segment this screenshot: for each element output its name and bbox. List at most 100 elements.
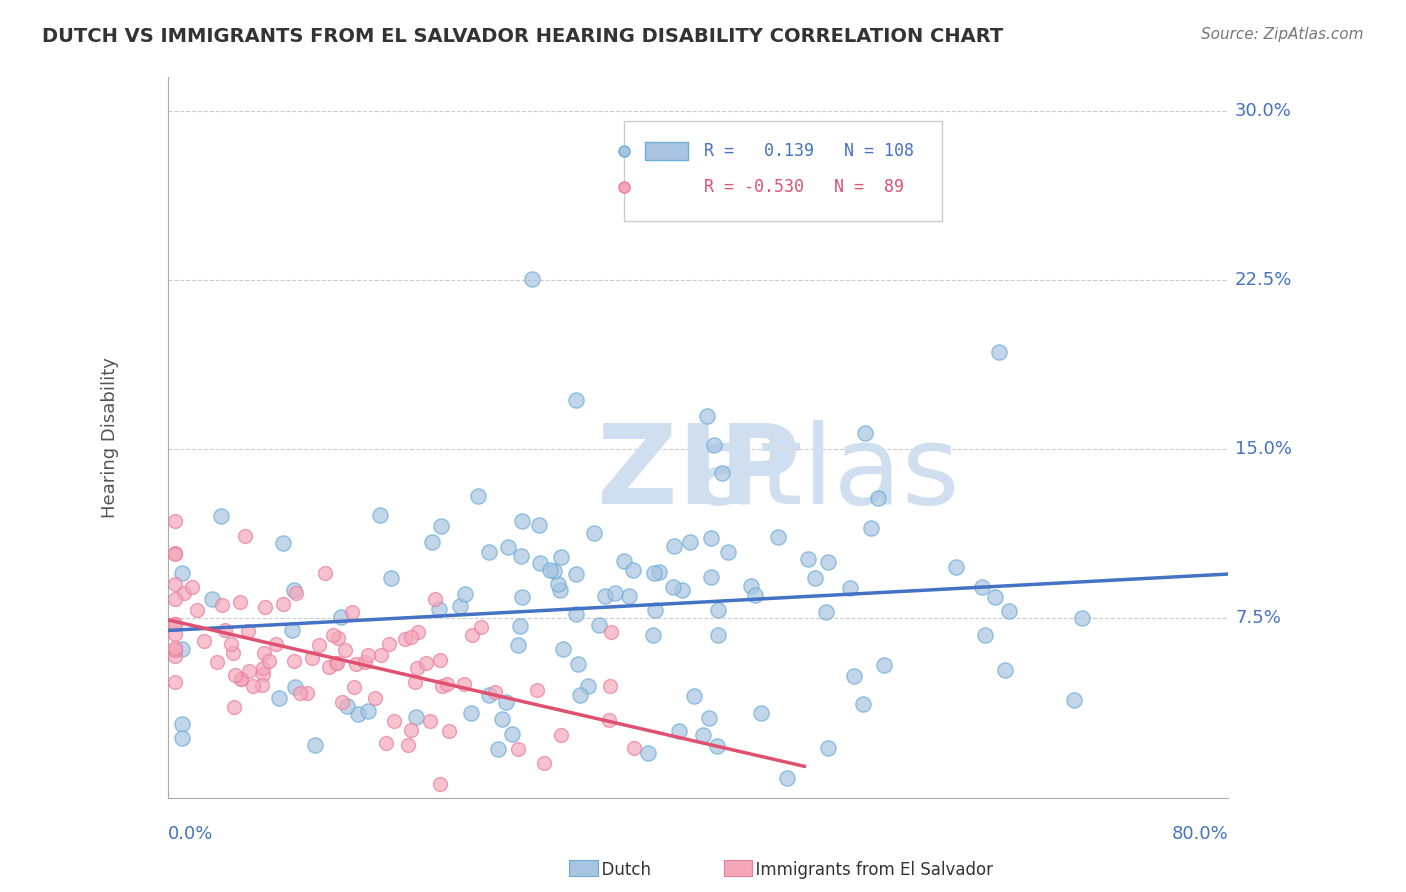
Point [520,271,543,285]
Point [538,563,561,577]
Text: Hearing Disability: Hearing Disability [101,357,120,518]
Bar [645,142,688,161]
Point [344,657,367,671]
Point [370,648,392,662]
Point [271,536,294,550]
Point [163,648,186,663]
Text: DUTCH VS IMMIGRANTS FROM EL SALVADOR HEARING DISABILITY CORRELATION CHART: DUTCH VS IMMIGRANTS FROM EL SALVADOR HEA… [42,27,1004,45]
Point [170,566,193,581]
Point [304,738,326,752]
Point [284,680,307,694]
Point [269,690,291,705]
Point [229,672,252,686]
Text: 15.0%: 15.0% [1234,440,1292,458]
Point [817,740,839,755]
Point [543,564,565,578]
Point [308,638,330,652]
Point [550,549,572,564]
Point [329,610,352,624]
Point [283,654,305,668]
Point [437,724,460,739]
Point [707,628,730,642]
Point [224,668,246,682]
Point [453,677,475,691]
Point [377,637,399,651]
Text: R =   0.139   N = 108: R = 0.139 N = 108 [703,142,914,160]
Point [368,508,391,522]
Point [510,514,533,528]
Point [547,576,569,591]
Point [973,628,995,642]
Point [253,646,276,660]
Point [283,583,305,598]
Point [173,586,195,600]
Point [550,728,572,742]
Point [498,540,520,554]
Point [467,489,489,503]
Point [484,685,506,699]
Point [264,637,287,651]
Text: ZIP: ZIP [596,420,800,527]
Point [163,617,186,632]
Point [295,686,318,700]
Point [751,706,773,720]
Point [163,674,186,689]
Point [582,526,605,541]
Point [449,599,471,613]
Point [478,688,501,702]
Point [662,580,685,594]
Point [222,700,245,714]
Point [363,691,385,706]
Point [253,600,276,615]
Point [343,680,366,694]
Point [641,628,664,642]
Point [406,661,429,675]
Point [637,747,659,761]
Point [527,518,550,533]
Point [328,631,350,645]
Point [163,591,186,606]
Point [200,591,222,606]
Point [477,545,499,559]
Point [679,535,702,549]
Point [510,590,533,604]
Point [617,589,640,603]
Point [394,632,416,647]
Point [775,771,797,785]
Point [257,654,280,668]
Text: Source: ZipAtlas.com: Source: ZipAtlas.com [1201,27,1364,42]
Point [706,739,728,754]
Point [420,535,443,549]
Point [228,595,250,609]
Point [599,679,621,693]
Point [506,638,529,652]
Text: atlas: atlas [692,420,960,527]
Text: Dutch: Dutch [591,861,651,879]
Point [429,653,451,667]
Point [508,741,530,756]
Point [229,673,252,687]
Text: 80.0%: 80.0% [1171,824,1229,843]
Point [333,643,356,657]
Point [744,588,766,602]
Point [163,514,186,528]
Point [766,530,789,544]
Point [696,409,718,424]
Point [211,599,233,613]
Point [598,713,620,727]
Point [163,640,186,655]
Point [568,688,591,702]
Point [170,717,193,731]
Point [380,571,402,585]
Point [984,590,1007,604]
Point [510,549,533,563]
Point [163,627,186,641]
Point [699,570,721,584]
Point [419,714,441,729]
Point [252,661,274,675]
Point [163,617,186,632]
Point [699,711,721,725]
Point [301,651,323,665]
Point [509,619,531,633]
Point [214,624,236,638]
